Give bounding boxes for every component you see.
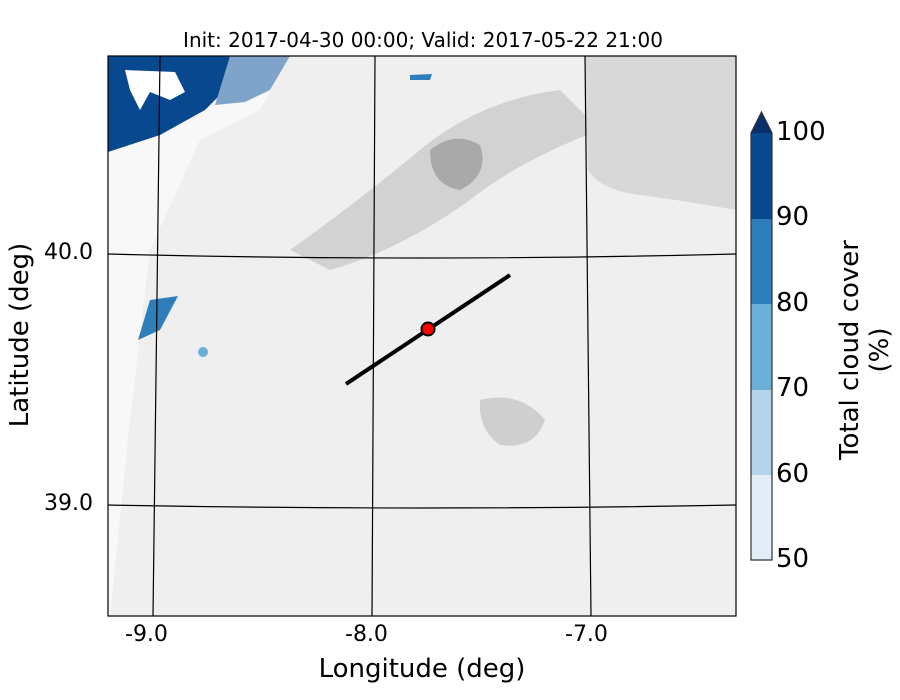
colorbar-tick: 50: [776, 544, 810, 574]
meridian-line: [371, 56, 376, 616]
meridian-line: [152, 56, 161, 616]
mountain-peak: [430, 138, 483, 190]
colorbar-outline: [750, 110, 773, 561]
coastal-lowland: [108, 56, 290, 616]
meridian-line: [584, 56, 592, 616]
lon-tick-label: -8.0: [345, 622, 388, 647]
lat-tick-label: 40.0: [44, 240, 93, 265]
map-frame: [107, 55, 737, 617]
cloud-gap: [125, 70, 185, 110]
location-marker: [420, 321, 436, 337]
colorbar-label: Total cloud cover (%): [835, 240, 895, 460]
colorbar-bin: [751, 475, 772, 560]
plot-title: Init: 2017-04-30 00:00; Valid: 2017-05-2…: [183, 28, 663, 52]
lon-tick-label: -7.0: [565, 622, 608, 647]
cloud-patch: [138, 296, 178, 340]
colorbar-bin: [751, 390, 772, 475]
lon-tick-label: -9.0: [125, 622, 168, 647]
mountain-se: [479, 397, 545, 446]
colorbar-bin: [751, 133, 772, 219]
y-axis-label: Latitude (deg): [5, 242, 35, 428]
mountain-ne: [585, 56, 736, 210]
colorbar-tick: 80: [776, 288, 810, 318]
cloud-patch-small: [198, 347, 208, 357]
graticule: [108, 56, 736, 616]
colorbar-bin: [751, 304, 772, 390]
colorbar-tick: 100: [776, 117, 826, 147]
colorbar-tick: 90: [776, 202, 810, 232]
cloud-cover-70: [215, 56, 290, 105]
cloud-patch-north: [410, 74, 432, 80]
parallel-line: [108, 253, 736, 259]
x-axis-label: Longitude (deg): [318, 654, 526, 684]
lat-tick-label: 39.0: [44, 491, 93, 516]
colorbar-bin: [751, 219, 772, 304]
colorbar-tick: 70: [776, 373, 810, 403]
colorbar: [750, 110, 773, 561]
parallel-line: [108, 504, 736, 509]
colorbar-extend-arrow: [751, 112, 772, 133]
colorbar-tick: 60: [776, 459, 810, 489]
